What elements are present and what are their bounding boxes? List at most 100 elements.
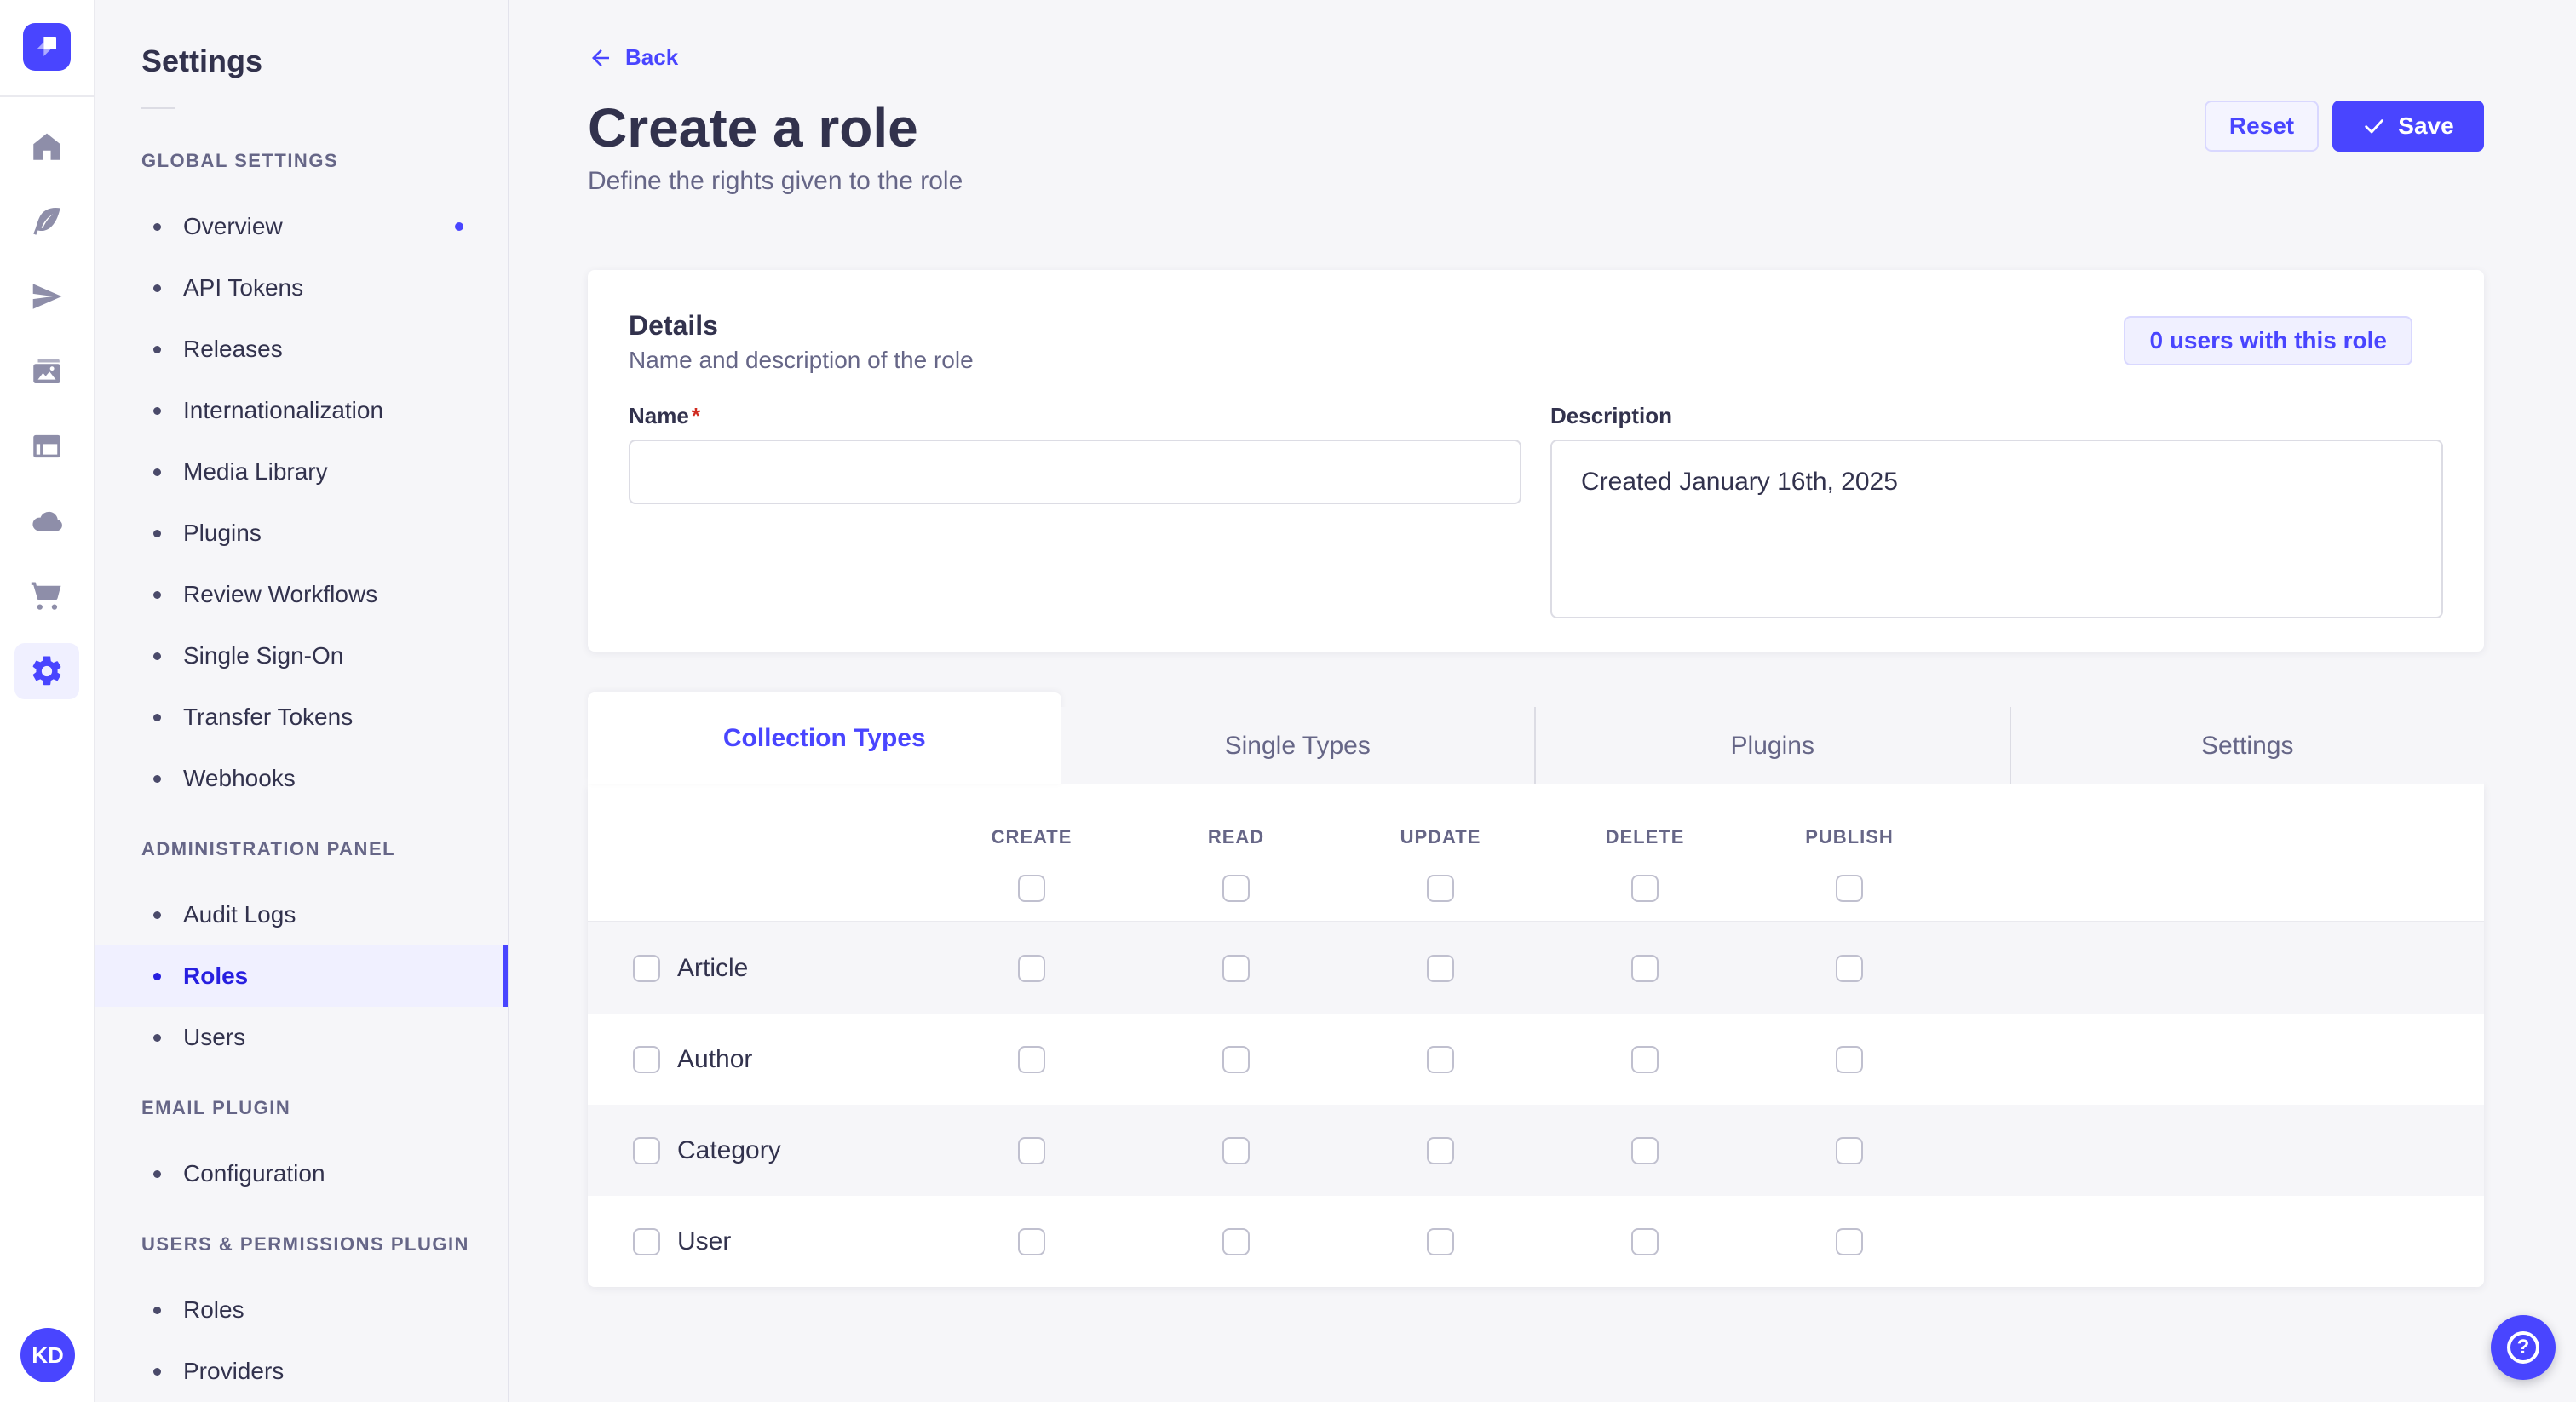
article-publish-checkbox[interactable] <box>1836 954 1863 982</box>
author-publish-checkbox[interactable] <box>1836 1045 1863 1073</box>
category-publish-checkbox[interactable] <box>1836 1136 1863 1164</box>
page-subtitle: Define the rights given to the role <box>588 167 963 195</box>
sidebar-item-internationalization[interactable]: Internationalization <box>95 380 508 441</box>
details-subtitle: Name and description of the role <box>629 347 974 373</box>
article-read-checkbox[interactable] <box>1222 954 1250 982</box>
content-type-builder-rail-button[interactable] <box>0 409 94 484</box>
sidebar-item-media-library[interactable]: Media Library <box>95 441 508 503</box>
settings-nav: GLOBAL SETTINGS Overview API Tokens Release… <box>95 142 508 1402</box>
category-row-checkbox[interactable] <box>633 1136 660 1164</box>
releases-icon <box>32 284 62 309</box>
deploy-rail-button[interactable] <box>0 484 94 559</box>
select-all-row <box>588 870 2484 907</box>
tab-plugins[interactable]: Plugins <box>1534 707 2010 784</box>
help-button[interactable]: ? <box>2491 1315 2556 1380</box>
category-delete-checkbox[interactable] <box>1631 1136 1659 1164</box>
sidebar-item-transfer-tokens[interactable]: Transfer Tokens <box>95 687 508 748</box>
bullet-icon <box>153 911 161 919</box>
author-row-checkbox[interactable] <box>633 1045 660 1073</box>
sidebar-item-audit-logs[interactable]: Audit Logs <box>95 884 508 945</box>
article-delete-checkbox[interactable] <box>1631 954 1659 982</box>
author-create-checkbox[interactable] <box>1018 1045 1045 1073</box>
main-content: Back Create a role Define the rights giv… <box>509 0 2576 1402</box>
tab-settings[interactable]: Settings <box>2009 707 2484 784</box>
sidebar-item-roles[interactable]: Roles <box>95 945 508 1007</box>
bullet-icon <box>153 222 161 231</box>
user-create-checkbox[interactable] <box>1018 1227 1045 1255</box>
description-input[interactable]: Created January 16th, 2025 <box>1550 440 2443 618</box>
home-rail-button[interactable] <box>0 109 94 184</box>
bullet-icon <box>153 406 161 415</box>
user-update-checkbox[interactable] <box>1427 1227 1454 1255</box>
sidebar-item-label: Internationalization <box>183 397 384 423</box>
users-with-role-button[interactable]: 0 users with this role <box>2124 316 2412 365</box>
releases-rail-button[interactable] <box>0 259 94 334</box>
user-publish-checkbox[interactable] <box>1836 1227 1863 1255</box>
sidebar-item-releases[interactable]: Releases <box>95 319 508 380</box>
sidebar-item-providers[interactable]: Providers <box>95 1341 508 1402</box>
media-library-rail-button[interactable] <box>0 334 94 409</box>
name-field: Name * <box>629 403 1521 504</box>
sidebar-item-webhooks[interactable]: Webhooks <box>95 748 508 809</box>
strapi-logo[interactable] <box>23 23 71 71</box>
question-icon: ? <box>2507 1331 2539 1364</box>
sidebar-item-configuration[interactable]: Configuration <box>95 1143 508 1204</box>
user-delete-checkbox[interactable] <box>1631 1227 1659 1255</box>
header-actions: Reset Save <box>2205 101 2484 152</box>
details-title: Details <box>629 310 718 341</box>
settings-rail-button[interactable] <box>0 634 94 709</box>
bullet-icon <box>153 652 161 660</box>
bullet-icon <box>153 345 161 353</box>
column-header-update: UPDATE <box>1400 826 1481 848</box>
article-update-checkbox[interactable] <box>1427 954 1454 982</box>
tab-collection-types[interactable]: Collection Types <box>588 692 1061 784</box>
content-manager-icon <box>33 207 60 235</box>
user-read-checkbox[interactable] <box>1222 1227 1250 1255</box>
nav-section-global-settings: GLOBAL SETTINGS Overview API Tokens Release… <box>95 142 508 809</box>
sidebar-item-label: Overview <box>183 213 283 239</box>
bullet-icon <box>153 468 161 476</box>
reset-button[interactable]: Reset <box>2205 101 2319 152</box>
content-manager-rail-button[interactable] <box>0 184 94 259</box>
bullet-icon <box>153 284 161 292</box>
select-all-delete-checkbox[interactable] <box>1631 875 1659 902</box>
sidebar-rule <box>141 107 175 109</box>
sidebar-item-label: Webhooks <box>183 765 296 791</box>
sidebar-item-overview[interactable]: Overview <box>95 196 508 257</box>
author-read-checkbox[interactable] <box>1222 1045 1250 1073</box>
select-all-create-checkbox[interactable] <box>1018 875 1045 902</box>
article-row-checkbox[interactable] <box>633 954 660 982</box>
author-update-checkbox[interactable] <box>1427 1045 1454 1073</box>
arrow-left-icon <box>592 49 609 66</box>
sidebar-item-plugins[interactable]: Plugins <box>95 503 508 564</box>
user-avatar[interactable]: KD <box>20 1328 75 1382</box>
sidebar-item-review-workflows[interactable]: Review Workflows <box>95 564 508 625</box>
sidebar-item-users[interactable]: Users <box>95 1007 508 1068</box>
settings-sidebar: Settings GLOBAL SETTINGS Overview API Toke… <box>95 0 509 1402</box>
name-input[interactable] <box>629 440 1521 504</box>
settings-icon <box>32 656 61 686</box>
select-all-read-checkbox[interactable] <box>1222 875 1250 902</box>
select-all-update-checkbox[interactable] <box>1427 875 1454 902</box>
marketplace-icon <box>31 582 61 610</box>
sidebar-item-label: Plugins <box>183 520 262 546</box>
save-button[interactable]: Save <box>2332 101 2484 152</box>
select-all-publish-checkbox[interactable] <box>1836 875 1863 902</box>
sidebar-item-roles[interactable]: Roles <box>95 1279 508 1341</box>
required-asterisk: * <box>691 403 700 428</box>
description-label: Description <box>1550 403 1673 428</box>
marketplace-rail-button[interactable] <box>0 559 94 634</box>
bullet-icon <box>153 1367 161 1376</box>
media-library-icon <box>33 359 60 383</box>
article-create-checkbox[interactable] <box>1018 954 1045 982</box>
sidebar-item-single-sign-on[interactable]: Single Sign-On <box>95 625 508 687</box>
tab-single-types[interactable]: Single Types <box>1061 707 1534 784</box>
sidebar-item-api-tokens[interactable]: API Tokens <box>95 257 508 319</box>
category-read-checkbox[interactable] <box>1222 1136 1250 1164</box>
author-delete-checkbox[interactable] <box>1631 1045 1659 1073</box>
user-row-checkbox[interactable] <box>633 1227 660 1255</box>
category-update-checkbox[interactable] <box>1427 1136 1454 1164</box>
back-link[interactable]: Back <box>588 44 678 71</box>
home-icon <box>33 133 60 160</box>
category-create-checkbox[interactable] <box>1018 1136 1045 1164</box>
